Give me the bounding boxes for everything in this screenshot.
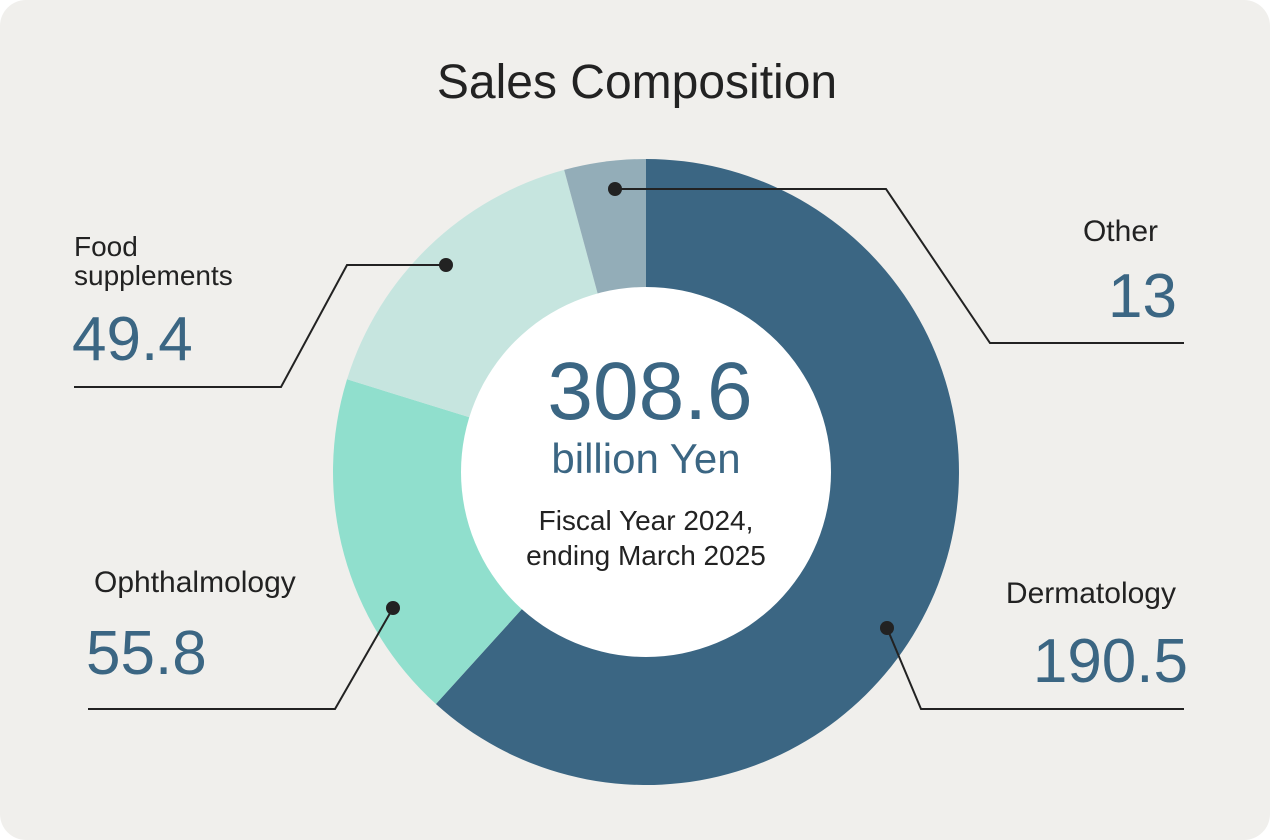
donut-center: [461, 287, 831, 657]
leader-line-ophthalmology: [88, 607, 394, 710]
center-unit: billion Yen: [551, 435, 740, 482]
leader-dot-dermatology: [880, 621, 894, 635]
label-group-other: Other 13: [608, 182, 1184, 344]
slice-label-food-supplements: supplements: [74, 260, 233, 291]
center-period-line2: ending March 2025: [526, 540, 766, 571]
leader-line-other: [615, 188, 1184, 344]
label-group-dermatology: Dermatology 190.5: [880, 577, 1188, 710]
slice-labels: Dermatology 190.5 Ophthalmology 55.8 Foodsup…: [72, 182, 1188, 710]
label-group-ophthalmology: Ophthalmology 55.8: [86, 566, 400, 710]
leader-dot-food-supplements: [439, 258, 453, 272]
center-period-line1: Fiscal Year 2024,: [539, 505, 754, 536]
slice-value-dermatology: 190.5: [1033, 627, 1188, 696]
leader-line-food-supplements: [74, 264, 446, 388]
center-total: 308.6: [547, 346, 752, 437]
slice-value-food-supplements: 49.4: [72, 305, 193, 374]
slice-label-food-supplements: Food: [74, 231, 138, 262]
leader-dot-ophthalmology: [386, 601, 400, 615]
leader-line-dermatology: [886, 627, 1184, 710]
slice-value-ophthalmology: 55.8: [86, 619, 207, 688]
chart-title: Sales Composition: [437, 56, 837, 109]
leader-dot-other: [608, 182, 622, 196]
slice-value-other: 13: [1108, 262, 1177, 331]
slice-label-other: Other: [1083, 215, 1158, 248]
slice-label-dermatology: Dermatology: [1006, 577, 1176, 610]
slice-label-ophthalmology: Ophthalmology: [94, 566, 296, 599]
